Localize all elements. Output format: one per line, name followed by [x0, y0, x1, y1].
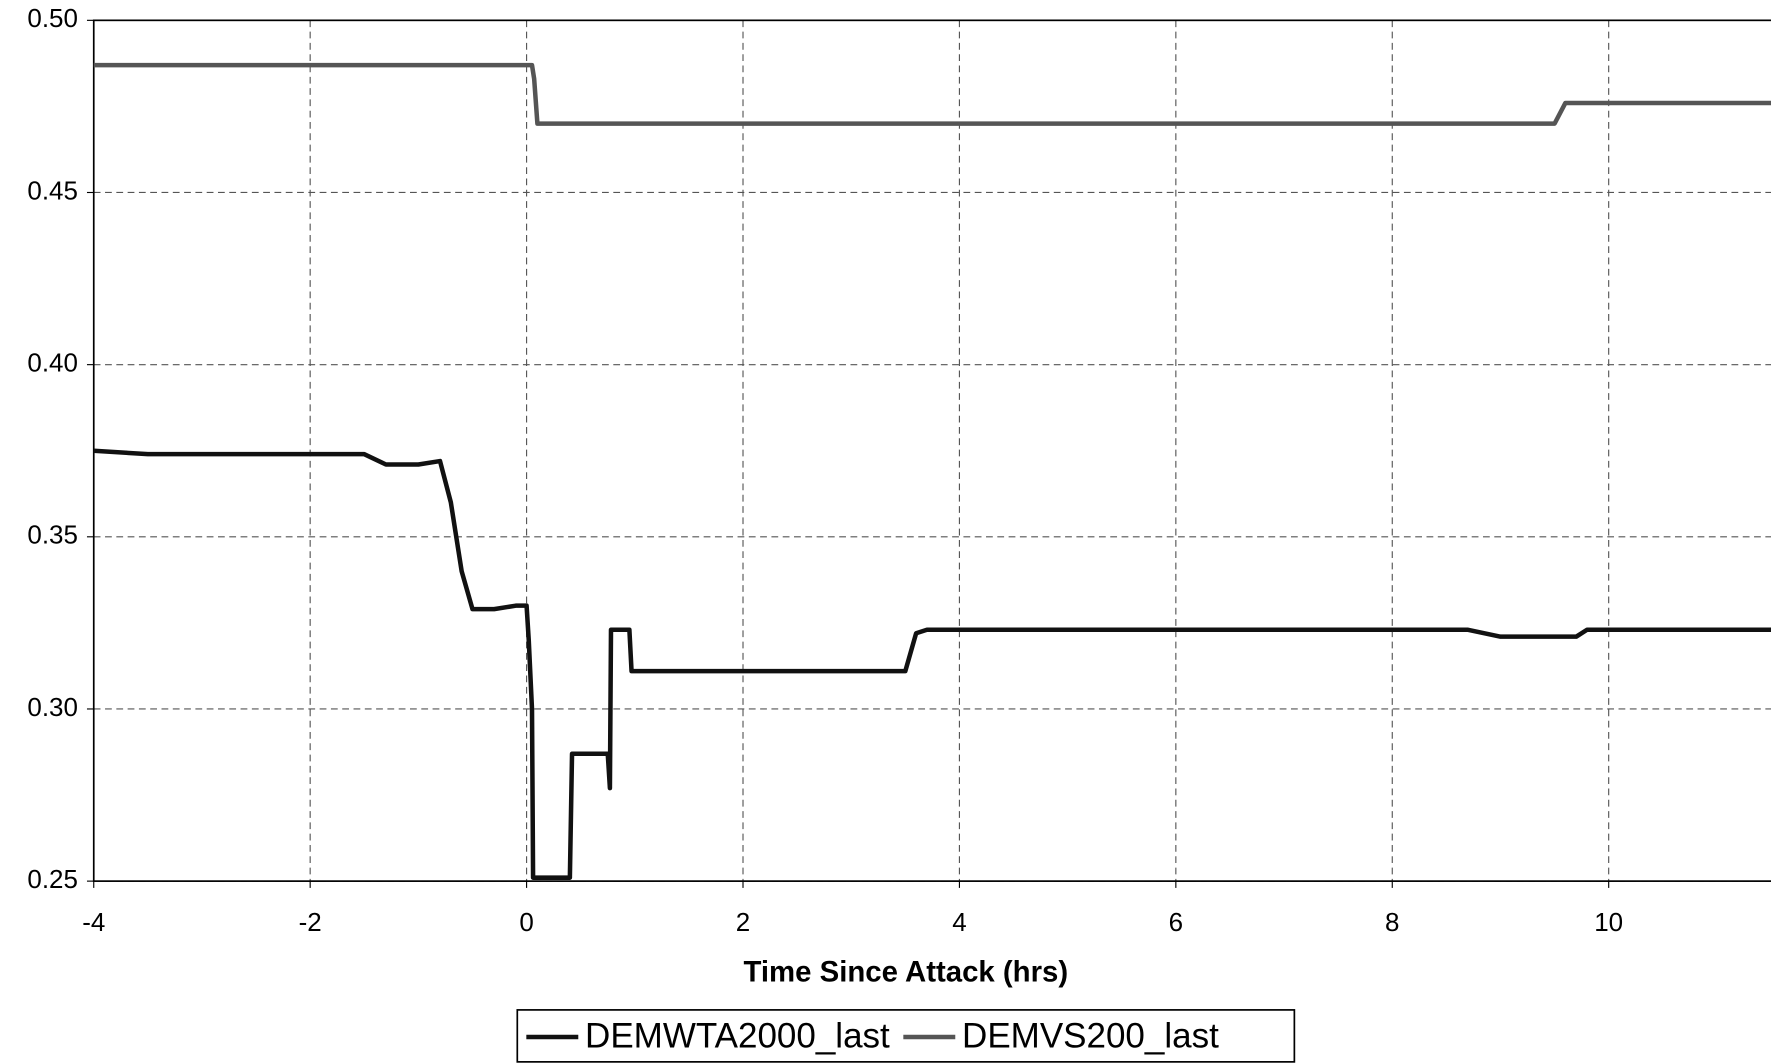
- legend-label: DEMVS200_last: [962, 1016, 1219, 1055]
- x-tick-label: 4: [952, 907, 966, 937]
- y-tick-label: 0.45: [27, 175, 78, 205]
- x-tick-label: 10: [1594, 907, 1623, 937]
- y-tick-label: 0.50: [27, 3, 78, 33]
- x-tick-label: -2: [299, 907, 322, 937]
- y-tick-label: 0.35: [27, 520, 78, 550]
- plot-frame: [92, 19, 1771, 882]
- x-axis-label: Time Since Attack (hrs): [743, 956, 1068, 989]
- y-tick-label: 0.30: [27, 692, 78, 722]
- x-tick-label: -4: [82, 907, 105, 937]
- series-line: [93, 448, 1771, 880]
- x-tick-label: 6: [1169, 907, 1183, 937]
- legend-label: DEMWTA2000_last: [585, 1016, 890, 1055]
- series-line: [93, 62, 1771, 126]
- y-tick-label: 0.40: [27, 348, 78, 378]
- x-tick-label: 2: [736, 907, 750, 937]
- x-tick-label: 0: [519, 907, 533, 937]
- y-tick-label: 0.25: [27, 864, 78, 894]
- x-tick-label: 8: [1385, 907, 1399, 937]
